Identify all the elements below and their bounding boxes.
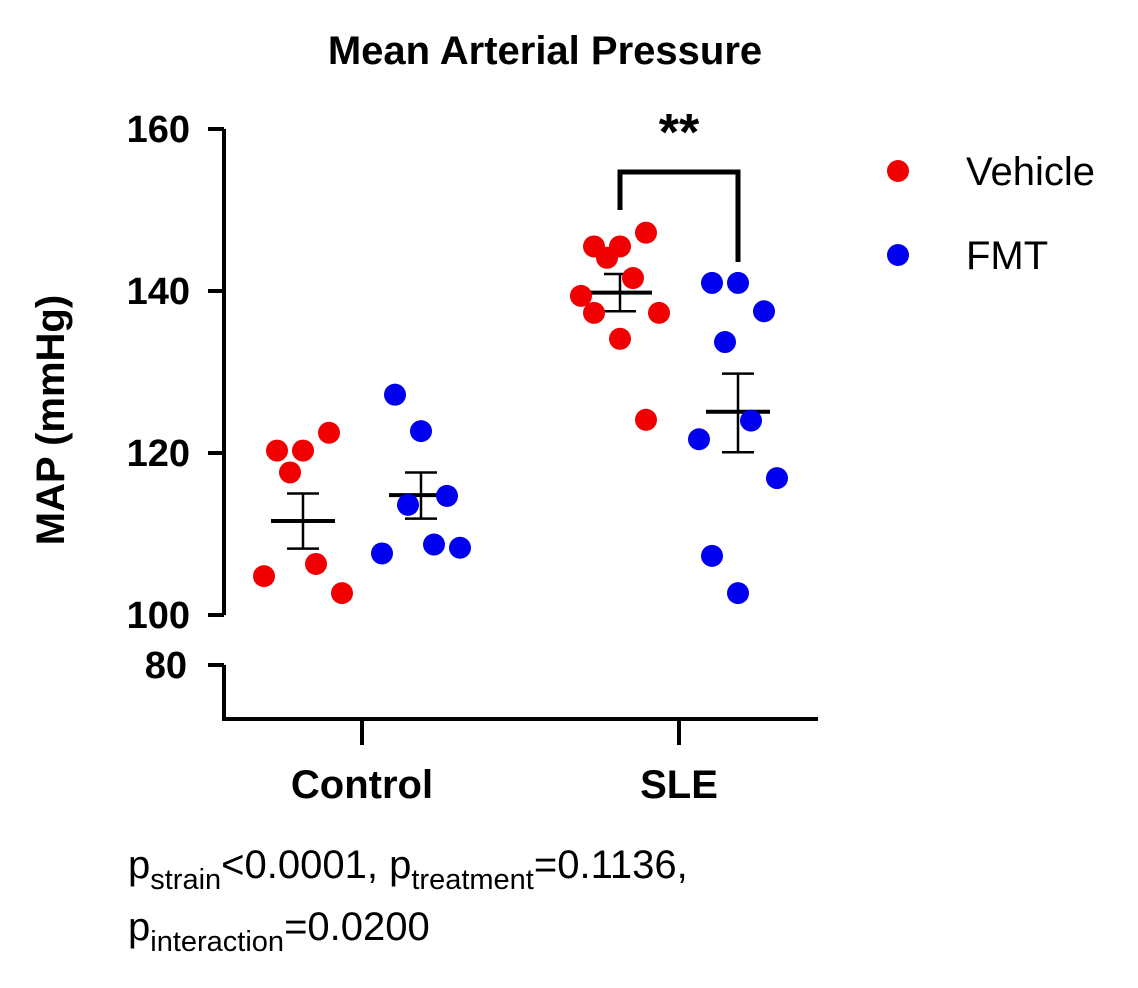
y-tick-label: 80 [145, 645, 187, 687]
stats-subscript: treatment [411, 864, 534, 896]
axes [222, 129, 818, 721]
significance-bracket-line [617, 169, 741, 262]
data-point [449, 536, 471, 559]
legend: Vehicle FMT [887, 150, 1095, 278]
data-point [305, 552, 327, 575]
data-point [570, 284, 592, 307]
x-categories: Control SLE [291, 719, 718, 807]
data-point [648, 301, 670, 324]
data-point [727, 582, 749, 605]
y-axis-label: MAP (mmHg) [29, 295, 73, 545]
stats-line-2: pinteraction=0.0200 [128, 905, 430, 958]
data-point [318, 421, 340, 444]
stats-subscript: strain [150, 864, 221, 896]
data-point [688, 428, 710, 451]
y-tick-label: 120 [127, 433, 190, 475]
stats-text: p [128, 905, 150, 949]
data-point [596, 246, 618, 269]
data-point [622, 267, 644, 290]
x-tick-label: SLE [640, 763, 718, 807]
stats-line-1: pstrain<0.0001, ptreatment=0.1136, [128, 843, 688, 896]
data-point [740, 409, 762, 432]
significance-bracket [617, 169, 741, 262]
data-point [397, 493, 419, 516]
data-point [253, 565, 275, 588]
data-point [331, 582, 353, 605]
stats-text: <0.0001, p [221, 843, 411, 887]
data-point [371, 542, 393, 565]
significance-label: ** [659, 104, 700, 162]
y-tick-label: 140 [127, 271, 190, 313]
y-tick-label: 160 [127, 109, 190, 151]
error-bars [271, 272, 770, 550]
data-point [423, 533, 445, 556]
data-point [436, 484, 458, 507]
data-points [253, 221, 788, 605]
data-point [701, 544, 723, 567]
stats-text: =0.0200 [284, 905, 430, 949]
legend-label: FMT [966, 234, 1048, 278]
x-tick-label: Control [291, 763, 433, 807]
y-tick-label: 100 [127, 595, 190, 637]
stats-text: =0.1136, [534, 843, 688, 887]
data-point [410, 420, 432, 443]
data-point [266, 439, 288, 462]
data-point [583, 301, 605, 324]
data-point [635, 221, 657, 244]
data-point [753, 300, 775, 323]
chart-title: Mean Arterial Pressure [328, 29, 762, 73]
data-point [727, 271, 749, 294]
legend-label: Vehicle [966, 150, 1095, 194]
data-point [635, 408, 657, 431]
y-ticks: 100 120 140 160 80 [127, 109, 224, 687]
data-point [384, 383, 406, 406]
legend-marker [887, 160, 909, 182]
data-point [609, 327, 631, 350]
stats-text: p [128, 843, 150, 887]
data-point [279, 461, 301, 484]
data-point [766, 467, 788, 490]
data-point [292, 439, 314, 462]
legend-marker [887, 244, 909, 266]
data-point [701, 271, 723, 294]
stats-subscript: interaction [150, 926, 284, 958]
data-point [714, 331, 736, 354]
